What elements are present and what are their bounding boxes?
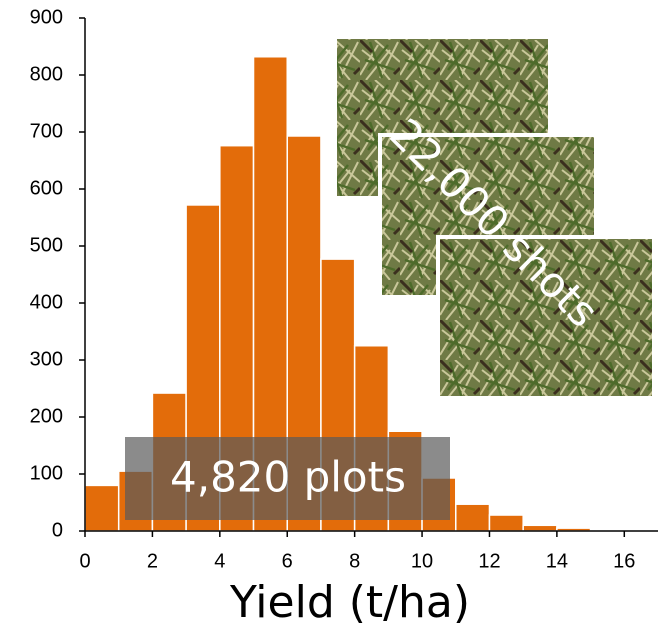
bar xyxy=(523,525,557,531)
y-tick-label: 200 xyxy=(30,405,63,427)
x-tick-label: 2 xyxy=(147,550,158,572)
y-tick-label: 100 xyxy=(30,462,63,484)
bar xyxy=(489,515,523,531)
bar xyxy=(85,485,119,531)
x-tick-label: 14 xyxy=(546,550,568,572)
y-tick-label: 700 xyxy=(30,120,63,142)
y-tick-label: 400 xyxy=(30,291,63,313)
x-tick-label: 16 xyxy=(613,550,635,572)
y-tick-label: 500 xyxy=(30,234,63,256)
y-tick-label: 600 xyxy=(30,177,63,199)
y-tick-label: 800 xyxy=(30,63,63,85)
x-tick-label: 0 xyxy=(79,550,90,572)
chart: 0 100 200 300 400 500 600 700 800 900 0 2 4 6 8 10 12 14 1… xyxy=(0,0,659,633)
y-tick-label: 900 xyxy=(30,6,63,28)
x-tick-label: 12 xyxy=(478,550,500,572)
x-tick-label: 8 xyxy=(349,550,360,572)
x-tick-label: 10 xyxy=(411,550,433,572)
x-tick-label: 4 xyxy=(214,550,225,572)
plots-annotation: 4,820 plots xyxy=(170,453,406,502)
x-tick-label: 6 xyxy=(282,550,293,572)
bar xyxy=(456,504,490,531)
x-axis-label: Yield (t/ha) xyxy=(229,577,470,628)
y-tick-label: 300 xyxy=(30,348,63,370)
y-tick-label: 0 xyxy=(52,519,63,541)
